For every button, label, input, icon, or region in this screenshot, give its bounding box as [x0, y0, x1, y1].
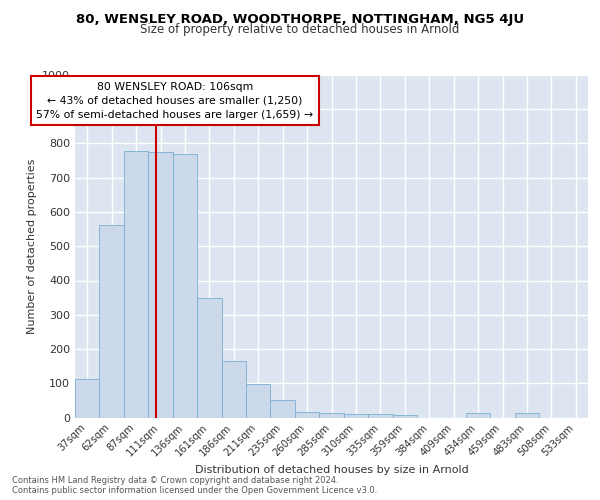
Bar: [100, 225, 124, 418]
Text: 80, WENSLEY ROAD, WOODTHORPE, NOTTINGHAM, NG5 4JU: 80, WENSLEY ROAD, WOODTHORPE, NOTTINGHAM…: [76, 12, 524, 26]
Bar: [466, 414, 490, 418]
Bar: [368, 414, 392, 418]
Bar: [271, 400, 295, 417]
Bar: [295, 412, 319, 418]
X-axis label: Distribution of detached houses by size in Arnold: Distribution of detached houses by size …: [194, 465, 469, 475]
Text: 80 WENSLEY ROAD: 106sqm
← 43% of detached houses are smaller (1,250)
57% of semi: 80 WENSLEY ROAD: 106sqm ← 43% of detache…: [37, 82, 314, 120]
Y-axis label: Number of detached properties: Number of detached properties: [26, 158, 37, 334]
Bar: [197, 298, 221, 418]
Text: Contains HM Land Registry data © Crown copyright and database right 2024.
Contai: Contains HM Land Registry data © Crown c…: [12, 476, 377, 495]
Bar: [319, 414, 344, 418]
Bar: [75, 379, 100, 418]
Bar: [392, 415, 417, 418]
Bar: [344, 414, 368, 418]
Bar: [246, 384, 271, 418]
Bar: [221, 361, 246, 418]
Bar: [515, 414, 539, 418]
Bar: [124, 151, 148, 417]
Text: Size of property relative to detached houses in Arnold: Size of property relative to detached ho…: [140, 22, 460, 36]
Bar: [148, 152, 173, 417]
Bar: [173, 154, 197, 417]
